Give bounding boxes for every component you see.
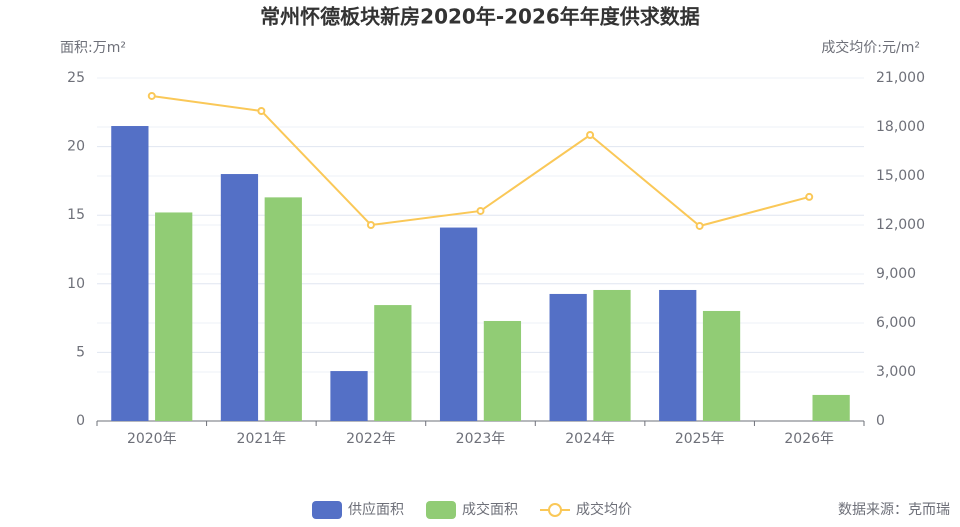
point (366, 221, 375, 229)
x-tick-label: 2026年 (784, 431, 834, 447)
y2-tick-label: 21,000 (876, 70, 925, 86)
point (586, 131, 595, 140)
y-tick-label: 0 (76, 413, 85, 429)
bar (220, 174, 259, 421)
legend-symbol[interactable] (312, 501, 342, 519)
y2-axis-title: 成交均价:元/m² (821, 39, 920, 56)
y2-tick-label: 12,000 (876, 217, 925, 233)
bar (264, 197, 302, 421)
y-tick-label: 15 (67, 207, 85, 223)
bar (549, 293, 587, 421)
y-tick-label: 20 (67, 139, 85, 155)
x-tick-label: 2022年 (346, 431, 396, 447)
legend-label[interactable]: 成交均价 (576, 501, 632, 518)
legend-symbol[interactable] (548, 503, 562, 517)
chart-title: 常州怀德板块新房2020年-2026年年度供求数据 (260, 5, 700, 29)
bar (155, 212, 193, 421)
legend-label[interactable]: 成交面积 (462, 501, 518, 518)
y-tick-label: 5 (76, 344, 85, 360)
bar (702, 310, 741, 421)
bar (330, 371, 368, 421)
y-axis-title: 面积:万m² (60, 40, 126, 56)
point (476, 206, 485, 215)
legend-symbol[interactable] (426, 501, 456, 519)
y2-tick-label: 0 (876, 413, 885, 429)
x-tick-label: 2025年 (675, 431, 725, 447)
y2-tick-label: 15,000 (876, 168, 925, 184)
x-tick-label: 2020年 (127, 431, 177, 447)
point (695, 221, 704, 230)
point (147, 91, 156, 100)
point (257, 106, 266, 115)
bar (439, 227, 478, 421)
source: 数据来源：克而瑞 (838, 502, 950, 518)
y2-tick-label: 6,000 (876, 315, 916, 331)
y-tick-label: 10 (67, 276, 85, 292)
bar (812, 394, 850, 421)
x-tick-label: 2023年 (456, 431, 506, 447)
x-tick-label: 2021年 (237, 431, 287, 447)
y-tick-label: 25 (67, 70, 85, 86)
bar (593, 289, 631, 421)
point (805, 192, 814, 201)
y2-tick-label: 18,000 (876, 119, 925, 135)
y2-tick-label: 9,000 (876, 266, 916, 282)
bar (483, 320, 522, 421)
x-tick-label: 2024年 (565, 431, 615, 447)
bar (374, 305, 412, 421)
legend-label[interactable]: 供应面积 (348, 501, 404, 518)
bar (659, 289, 697, 421)
y2-tick-label: 3,000 (876, 364, 916, 380)
bar (111, 126, 149, 422)
